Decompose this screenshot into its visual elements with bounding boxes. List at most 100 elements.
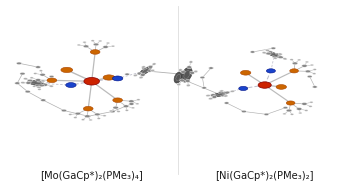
Ellipse shape [17,62,22,65]
Ellipse shape [142,69,148,73]
Ellipse shape [312,86,317,88]
Ellipse shape [129,103,134,105]
Ellipse shape [84,115,90,118]
Ellipse shape [305,70,311,73]
Ellipse shape [110,110,115,113]
Ellipse shape [97,118,100,119]
Ellipse shape [224,95,228,97]
Ellipse shape [66,83,76,88]
Ellipse shape [262,52,266,54]
Ellipse shape [177,83,181,86]
Ellipse shape [39,70,43,72]
Ellipse shape [148,65,153,68]
Ellipse shape [212,92,227,97]
Text: [Mo(GaCp*)₂(PMe₃)₄]: [Mo(GaCp*)₂(PMe₃)₄] [40,171,143,181]
Ellipse shape [275,53,281,56]
Ellipse shape [31,82,41,85]
Ellipse shape [272,55,277,58]
Ellipse shape [290,59,293,60]
Ellipse shape [49,75,54,78]
Ellipse shape [202,87,207,89]
Ellipse shape [75,112,81,115]
Ellipse shape [210,94,216,97]
Ellipse shape [103,115,106,117]
Ellipse shape [304,110,308,111]
Ellipse shape [271,47,276,49]
Ellipse shape [250,51,255,53]
Ellipse shape [74,117,77,119]
Ellipse shape [266,52,271,55]
Ellipse shape [307,75,312,78]
Ellipse shape [84,77,100,85]
Ellipse shape [27,79,33,82]
Ellipse shape [41,80,45,82]
Ellipse shape [267,51,273,53]
Ellipse shape [113,106,118,109]
Ellipse shape [109,110,113,112]
Ellipse shape [140,73,145,76]
Ellipse shape [310,64,314,66]
Ellipse shape [219,90,224,92]
Ellipse shape [94,113,100,116]
Ellipse shape [258,82,271,88]
Ellipse shape [242,110,246,113]
Ellipse shape [225,91,230,94]
Ellipse shape [179,69,182,71]
Ellipse shape [86,115,91,118]
Ellipse shape [61,67,73,73]
Ellipse shape [290,113,294,115]
Ellipse shape [137,99,140,101]
Ellipse shape [209,67,213,69]
Ellipse shape [240,70,251,75]
Ellipse shape [185,79,190,82]
Ellipse shape [15,82,20,84]
Ellipse shape [194,70,198,73]
Ellipse shape [271,53,278,56]
Ellipse shape [186,84,190,87]
Ellipse shape [47,78,57,83]
Ellipse shape [37,81,43,83]
Ellipse shape [139,76,143,79]
Ellipse shape [230,90,235,92]
Ellipse shape [266,69,275,73]
Ellipse shape [152,63,156,65]
Ellipse shape [77,44,81,46]
Ellipse shape [283,107,288,109]
Ellipse shape [30,81,33,83]
Ellipse shape [20,73,25,75]
Ellipse shape [26,82,31,84]
Ellipse shape [292,62,298,65]
Ellipse shape [283,113,286,115]
Ellipse shape [151,69,155,72]
Ellipse shape [113,98,122,102]
Ellipse shape [273,57,277,59]
Ellipse shape [39,84,45,87]
Ellipse shape [190,71,194,74]
Ellipse shape [310,101,313,103]
Ellipse shape [224,102,229,104]
Ellipse shape [35,79,41,81]
Ellipse shape [239,86,248,91]
Ellipse shape [137,72,142,75]
Ellipse shape [83,41,86,43]
Ellipse shape [309,105,312,107]
Ellipse shape [264,113,269,115]
Ellipse shape [206,94,210,97]
Ellipse shape [147,69,152,72]
Ellipse shape [103,46,108,48]
Ellipse shape [142,67,147,70]
Ellipse shape [81,119,85,121]
Ellipse shape [106,42,110,44]
Ellipse shape [302,103,307,105]
Ellipse shape [21,82,25,84]
Ellipse shape [218,91,223,94]
Ellipse shape [83,106,93,111]
Ellipse shape [112,76,123,81]
Ellipse shape [117,111,120,112]
Ellipse shape [276,85,286,89]
Ellipse shape [131,107,135,109]
Ellipse shape [312,73,316,74]
Ellipse shape [125,109,129,111]
Ellipse shape [89,119,92,121]
Ellipse shape [37,86,41,88]
